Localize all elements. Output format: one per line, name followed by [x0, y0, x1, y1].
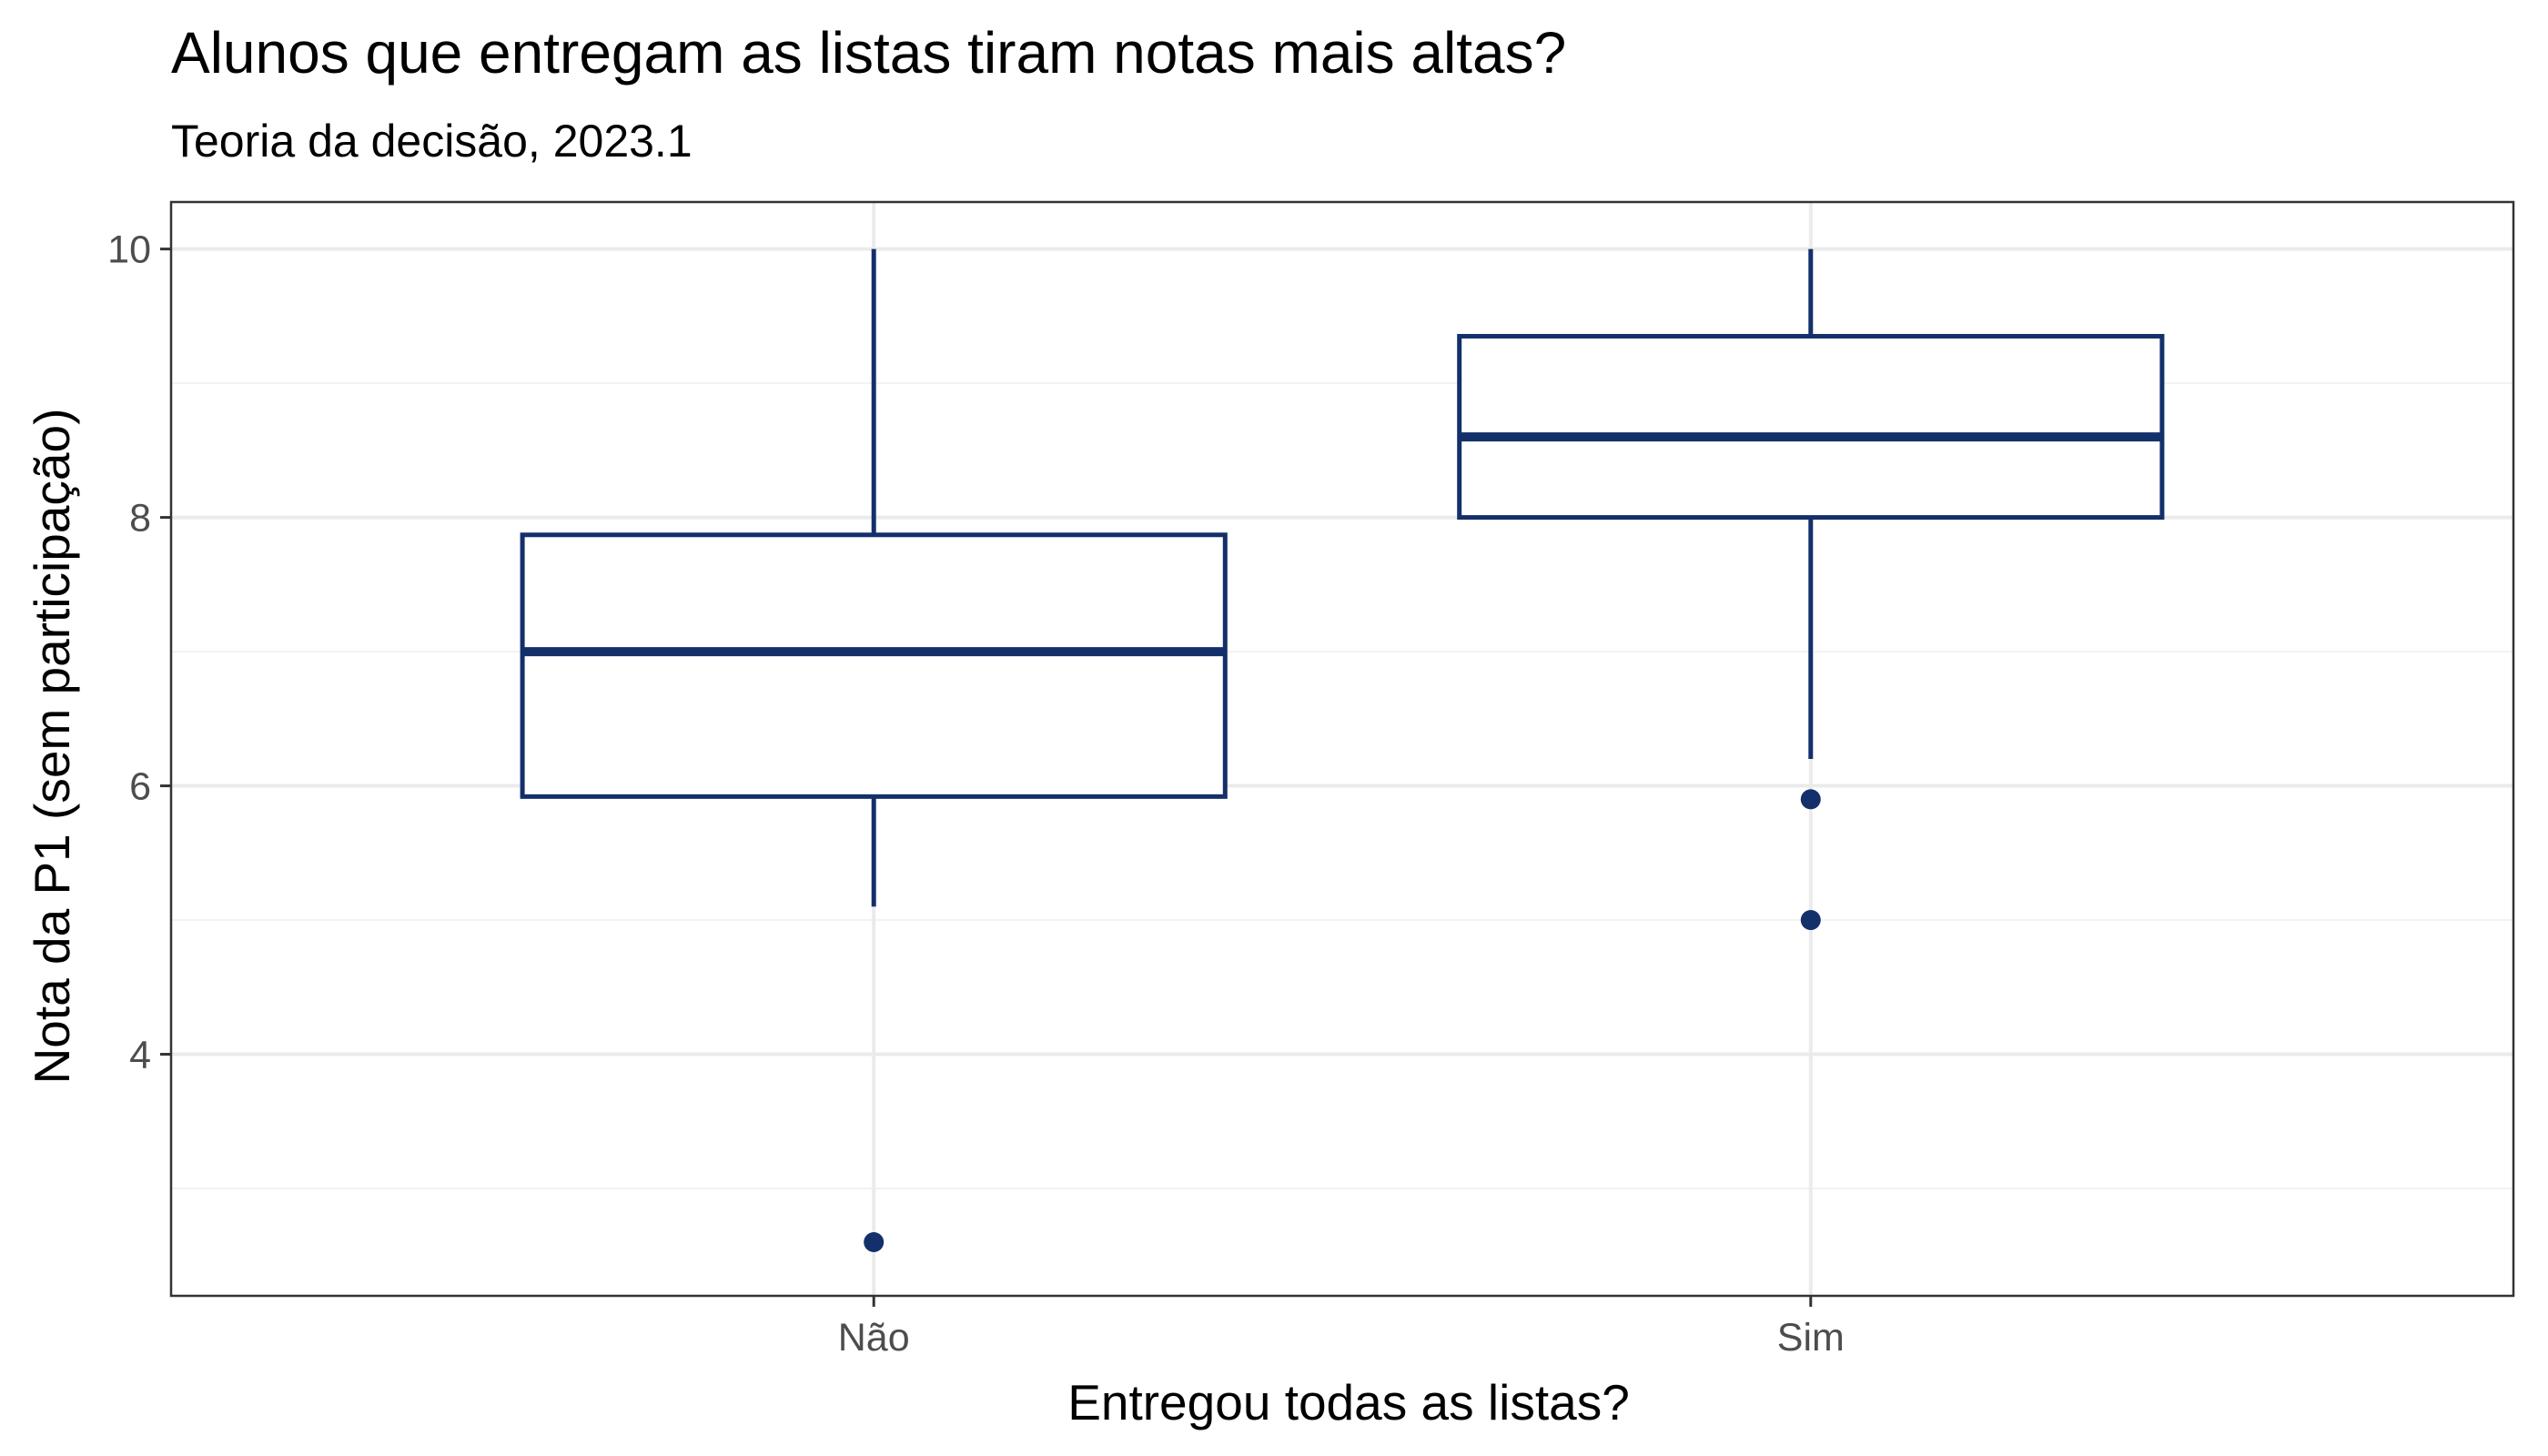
- chart-title: Alunos que entregam as listas tiram nota…: [171, 20, 1566, 86]
- x-tick-label: Sim: [1777, 1316, 1845, 1360]
- outlier-point: [1800, 910, 1821, 931]
- y-tick-label: 4: [129, 1034, 151, 1077]
- x-axis-title: Entregou todas as listas?: [1067, 1374, 1630, 1431]
- plot-area: 4 6 8 10 Não Sim: [107, 200, 2515, 1360]
- chart-subtitle: Teoria da decisão, 2023.1: [171, 116, 693, 167]
- box: [520, 532, 1228, 799]
- y-tick-label: 6: [129, 765, 151, 809]
- outlier-point: [1800, 789, 1821, 810]
- panel-border: [169, 200, 2515, 1298]
- x-tick-label: Não: [838, 1316, 910, 1360]
- outlier-point: [864, 1232, 885, 1253]
- box: [1457, 333, 2165, 521]
- y-axis-title: Nota da P1 (sem participação): [24, 409, 80, 1085]
- y-tick-label: 8: [129, 497, 151, 541]
- y-tick-label: 10: [107, 228, 151, 272]
